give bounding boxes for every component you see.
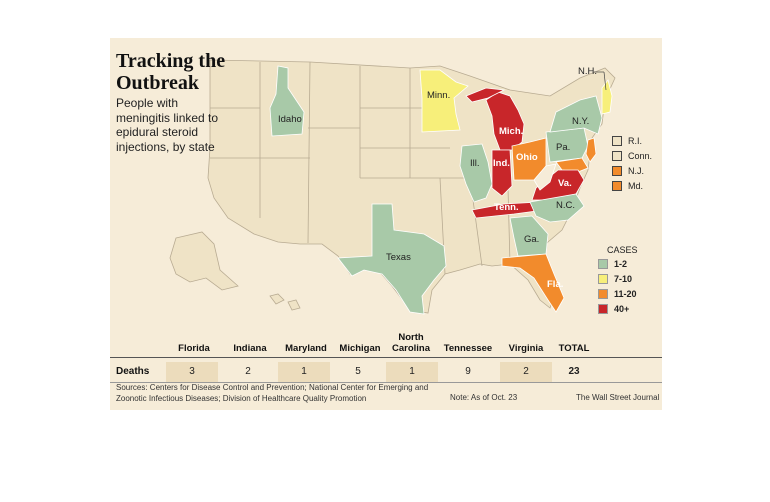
state-illinois [459, 143, 493, 203]
state-florida [501, 253, 565, 313]
chart-subtitle: People with meningitis linked to epidura… [116, 96, 219, 154]
small-state-ct: Conn. [612, 151, 652, 161]
label-illinois: Ill. [470, 158, 480, 169]
deaths-virginia: 2 [500, 362, 552, 382]
label-georgia: Ga. [524, 234, 540, 245]
legend-item-7-10: 7-10 [598, 274, 632, 284]
outbreak-graphic: Tracking the Outbreak People with mening… [110, 38, 662, 410]
label-ohio: Ohio [516, 152, 538, 163]
label-michigan: Mich. [499, 126, 524, 137]
label-texas: Texas [386, 252, 411, 263]
col-indiana: Indiana [233, 343, 267, 354]
col-michigan: Michigan [339, 343, 381, 354]
state-new-york [549, 95, 603, 135]
date-note: Note: As of Oct. 23 [450, 393, 518, 402]
label-indiana: Ind. [493, 158, 510, 169]
label-minnesota: Minn. [427, 90, 451, 101]
label-florida: Fla. [547, 279, 564, 290]
label-new-hampshire: N.H. [578, 66, 597, 77]
col-north-carolina: North Carolina [391, 332, 430, 354]
deaths-tennessee: 9 [465, 366, 471, 377]
deaths-florida: 3 [166, 362, 218, 382]
small-state-nj: N.J. [612, 166, 644, 176]
deaths-indiana: 2 [245, 366, 251, 377]
small-state-ri: R.I. [612, 136, 642, 146]
state-new-jersey [585, 137, 597, 163]
legend-item-11-20: 11-20 [598, 289, 637, 299]
state-minnesota [419, 69, 469, 133]
state-new-hampshire [601, 79, 613, 115]
state-idaho [269, 65, 305, 137]
table-rule-top [110, 357, 662, 358]
col-virginia: Virginia [508, 343, 544, 354]
row-label-deaths: Deaths [116, 366, 150, 377]
state-michigan-up [465, 87, 506, 103]
deaths-north-carolina: 1 [386, 362, 438, 382]
deaths-michigan: 5 [355, 366, 361, 377]
state-texas [337, 203, 447, 315]
state-west-virginia [533, 163, 557, 191]
hawaii [269, 293, 301, 311]
label-idaho: Idaho [278, 114, 302, 125]
state-virginia [531, 169, 585, 201]
alaska [169, 231, 239, 291]
state-indiana [491, 149, 513, 197]
us-map [169, 59, 616, 315]
legend-title: CASES [607, 245, 638, 255]
credit-line: The Wall Street Journal [576, 393, 660, 402]
state-michigan [485, 91, 525, 151]
table-rule-bottom [110, 382, 662, 383]
label-north-carolina: N.C. [556, 200, 575, 211]
label-new-york: N.Y. [572, 116, 590, 127]
label-virginia: Va. [558, 178, 572, 189]
label-tennessee: Tenn. [494, 202, 519, 213]
col-tennessee: Tennessee [443, 343, 493, 354]
deaths-maryland: 1 [278, 362, 330, 382]
legend-item-1-2: 1-2 [598, 259, 627, 269]
deaths-total: 23 [568, 366, 580, 377]
sources-note: Sources: Centers for Disease Control and… [116, 383, 429, 403]
state-maryland [555, 157, 589, 173]
col-maryland: Maryland [285, 343, 327, 354]
small-state-md: Md. [612, 181, 643, 191]
label-pennsylvania: Pa. [556, 142, 571, 153]
col-total: TOTAL [558, 343, 590, 354]
legend-item-40-plus: 40+ [598, 304, 629, 314]
col-florida: Florida [178, 343, 210, 354]
state-north-carolina [529, 193, 585, 223]
chart-title: Tracking the Outbreak [116, 50, 226, 94]
